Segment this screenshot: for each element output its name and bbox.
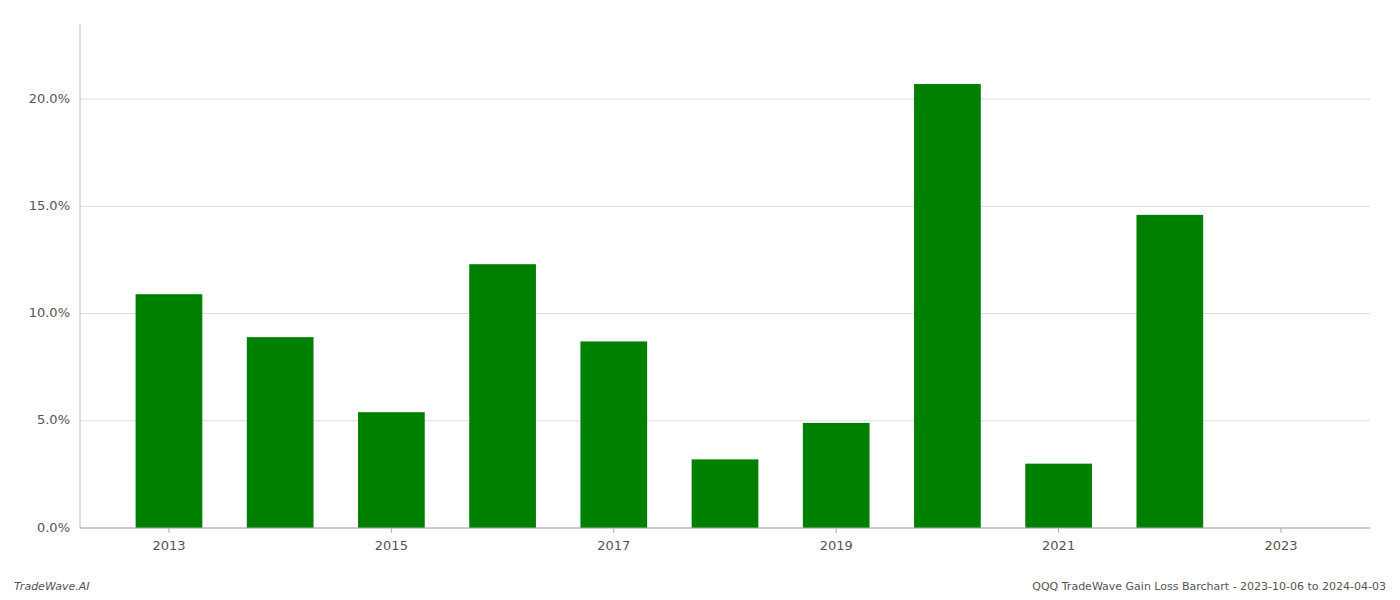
bar (136, 294, 203, 528)
bar (1136, 215, 1203, 528)
grid-line (80, 99, 1370, 100)
bar (803, 423, 870, 528)
x-tick-label: 2015 (375, 538, 408, 553)
x-tick-label: 2017 (597, 538, 630, 553)
footer-right: QQQ TradeWave Gain Loss Barchart - 2023-… (1032, 580, 1386, 593)
y-tick-labels: 0.0% 5.0% 10.0% 15.0% 20.0% (29, 91, 70, 535)
x-tick (836, 528, 837, 533)
y-tick-label: 20.0% (29, 91, 70, 106)
y-tick-label: 10.0% (29, 305, 70, 320)
x-tick (168, 528, 169, 533)
footer-left: TradeWave.AI (14, 580, 89, 593)
y-tick-label: 5.0% (37, 412, 70, 427)
bar (580, 341, 647, 528)
x-tick-label: 2019 (820, 538, 853, 553)
grid-line (80, 528, 1370, 529)
y-tick-label: 15.0% (29, 198, 70, 213)
x-tick-label: 2013 (152, 538, 185, 553)
x-tick-label: 2021 (1042, 538, 1075, 553)
bar (358, 412, 425, 528)
bar (1025, 464, 1092, 528)
bar (469, 264, 536, 528)
x-tick (391, 528, 392, 533)
bar (692, 459, 759, 528)
x-axis-line (80, 528, 1370, 529)
y-axis-line (80, 24, 81, 528)
chart-container: 0.0%5.0%10.0%15.0%20.0%20132015201720192… (0, 0, 1400, 600)
chart-svg: 0.0%5.0%10.0%15.0%20.0%20132015201720192… (0, 0, 1400, 600)
bar (247, 337, 314, 528)
bar (914, 84, 981, 528)
y-grid (80, 99, 1370, 528)
x-tick-label: 2023 (1264, 538, 1297, 553)
x-tick (1281, 528, 1282, 533)
x-tick (613, 528, 614, 533)
x-tick (1058, 528, 1059, 533)
grid-line (80, 206, 1370, 207)
bars (136, 84, 1204, 528)
y-tick-label: 0.0% (37, 520, 70, 535)
x-ticks: 2013 2015 2017 2019 2021 2023 (152, 528, 1297, 553)
